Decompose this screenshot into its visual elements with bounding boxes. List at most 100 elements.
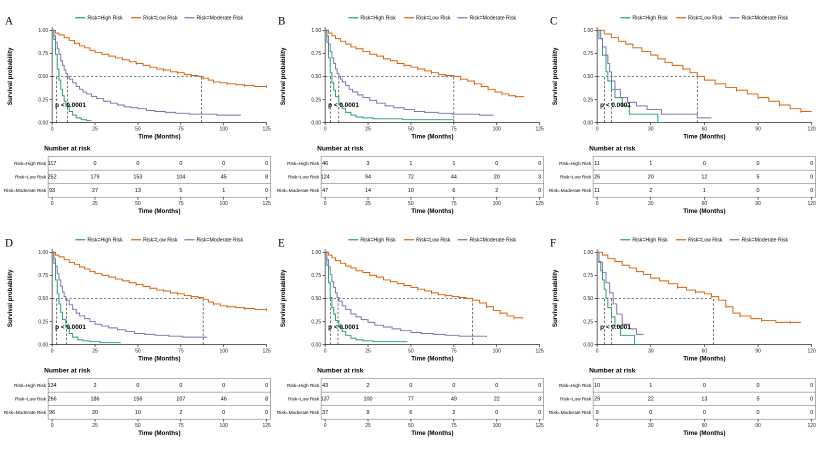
km-curve-moderate <box>52 251 208 339</box>
legend-label-high: Risk=High Risk <box>87 238 123 244</box>
risk-count: 0 <box>810 175 813 181</box>
x-tick-label: 30 <box>648 349 654 355</box>
y-axis-title: Survival probability <box>280 269 287 327</box>
risk-count: 186 <box>91 397 100 403</box>
panel-cell-B: B Risk=High Risk Risk=Low Risk Risk=Moderat… <box>275 6 548 228</box>
x-tick-label: 0 <box>51 349 54 355</box>
risk-row-label-high: Risk=High Risk <box>14 383 47 388</box>
risk-count: 0 <box>810 410 813 416</box>
y-tick-label: 0.25 <box>311 97 321 103</box>
risk-count: 0 <box>538 383 541 389</box>
risk-x-tick-label: 0 <box>323 423 326 429</box>
risk-count: 0 <box>222 161 225 167</box>
x-tick-label: 0 <box>596 349 599 355</box>
legend-label-low: Risk=Low Risk <box>688 16 723 22</box>
risk-count: 20 <box>493 175 499 181</box>
risk-count: 0 <box>757 410 760 416</box>
risk-count: 0 <box>179 383 182 389</box>
risk-x-tick-label: 60 <box>702 423 708 429</box>
y-tick-label: 0.50 <box>584 74 594 80</box>
x-tick-label: 125 <box>262 127 271 133</box>
risk-count: 2 <box>650 188 653 194</box>
x-tick-label: 75 <box>451 127 457 133</box>
y-tick-label: 0.25 <box>38 319 48 325</box>
risk-count: 27 <box>92 188 98 194</box>
km-curve-high <box>324 251 408 343</box>
p-value-label: p < 0.0001 <box>55 102 86 109</box>
risk-count: 8 <box>265 175 268 181</box>
x-tick-label: 100 <box>220 127 229 133</box>
risk-count: 47 <box>322 188 328 194</box>
x-axis-title: Time (Months) <box>684 356 726 363</box>
risk-x-tick-label: 50 <box>408 201 414 207</box>
legend-label-low: Risk=Low Risk <box>143 16 178 22</box>
legend-label-moderate: Risk=Moderate Risk <box>469 238 516 244</box>
y-tick-label: 0.00 <box>584 120 594 126</box>
legend-label-high: Risk=High Risk <box>360 16 396 22</box>
risk-x-tick-label: 50 <box>135 423 141 429</box>
risk-count: 14 <box>365 188 371 194</box>
risk-count: 137 <box>320 397 329 403</box>
risk-row-label-moderate: Risk=Moderate Risk <box>277 188 320 193</box>
risk-count: 0 <box>810 161 813 167</box>
risk-count: 3 <box>538 175 541 181</box>
risk-count: 153 <box>133 175 142 181</box>
y-tick-label: 0.25 <box>38 97 48 103</box>
risk-x-tick-label: 125 <box>535 423 544 429</box>
km-panel-B: B Risk=High Risk Risk=Low Risk Risk=Moderat… <box>277 15 544 215</box>
p-value-label: p < 0.0001 <box>328 102 359 109</box>
x-tick-label: 90 <box>756 127 762 133</box>
risk-x-tick-label: 25 <box>365 201 371 207</box>
risk-x-tick-label: 30 <box>648 423 654 429</box>
x-axis-title: Time (Months) <box>411 134 453 141</box>
risk-count: 5 <box>179 188 182 194</box>
risk-count: 46 <box>221 397 227 403</box>
risk-row-label-moderate: Risk=Moderate Risk <box>549 188 592 193</box>
legend-label-low: Risk=Low Risk <box>416 16 451 22</box>
risk-count: 100 <box>363 397 372 403</box>
risk-row-label-low: Risk=Low Risk <box>288 397 320 402</box>
x-tick-label: 120 <box>808 349 817 355</box>
risk-x-axis-title: Time (Months) <box>411 430 453 437</box>
risk-row-label-high: Risk=High Risk <box>14 161 47 166</box>
risk-count: 2 <box>495 188 498 194</box>
risk-count: 43 <box>322 383 328 389</box>
risk-count: 20 <box>92 410 98 416</box>
panel-label: E <box>278 237 285 249</box>
y-tick-label: 1.00 <box>311 250 321 256</box>
x-tick-label: 0 <box>323 127 326 133</box>
risk-count: 0 <box>179 161 182 167</box>
legend-label-moderate: Risk=Moderate Risk <box>196 16 243 22</box>
legend-label-moderate: Risk=Moderate Risk <box>469 16 516 22</box>
x-tick-label: 75 <box>451 349 457 355</box>
km-curve-low <box>324 29 524 98</box>
km-curve-low <box>52 251 267 310</box>
risk-count: 252 <box>48 175 57 181</box>
y-axis-title: Survival probability <box>7 47 14 105</box>
risk-x-tick-label: 0 <box>51 423 54 429</box>
risk-count: 29 <box>594 397 600 403</box>
panel-label: B <box>278 15 285 27</box>
km-curve-high <box>324 29 454 121</box>
risk-count: 0 <box>538 188 541 194</box>
risk-count: 10 <box>408 188 414 194</box>
risk-count: 0 <box>703 383 706 389</box>
risk-count: 0 <box>757 161 760 167</box>
risk-count: 0 <box>452 383 455 389</box>
risk-row-label-high: Risk=High Risk <box>559 383 592 388</box>
risk-x-tick-label: 50 <box>135 201 141 207</box>
risk-x-axis-title: Time (Months) <box>684 430 726 437</box>
km-panel-D: D Risk=High Risk Risk=Low Risk Risk=Moderat… <box>4 237 271 437</box>
x-tick-label: 100 <box>220 349 229 355</box>
y-tick-label: 1.00 <box>38 250 48 256</box>
risk-count: 1 <box>650 161 653 167</box>
risk-x-tick-label: 125 <box>262 423 271 429</box>
risk-table-title: Number at risk <box>44 146 91 153</box>
km-curve-moderate <box>597 29 712 119</box>
legend-label-low: Risk=Low Risk <box>688 238 723 244</box>
risk-x-tick-label: 120 <box>808 201 817 207</box>
risk-count: 1 <box>703 188 706 194</box>
risk-table-title: Number at risk <box>44 368 91 375</box>
risk-count: 9 <box>366 410 369 416</box>
risk-count: 11 <box>595 188 601 194</box>
